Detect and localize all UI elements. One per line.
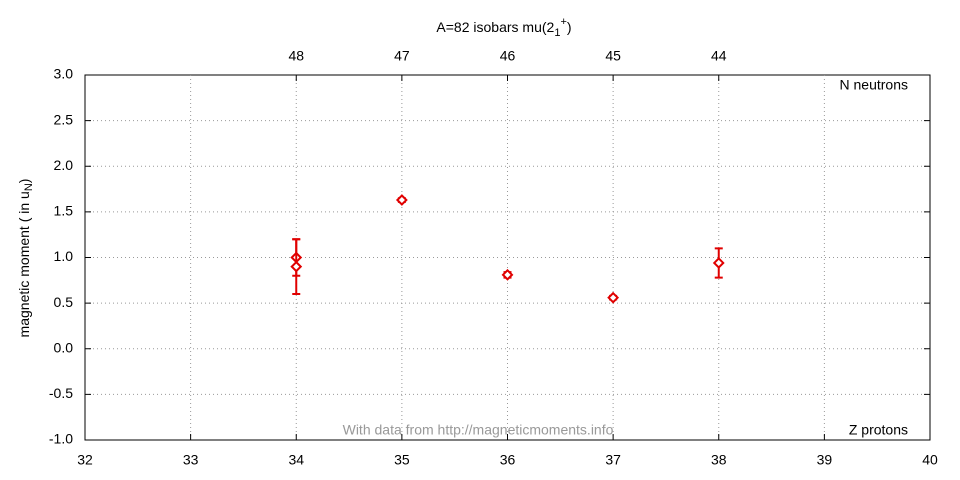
data-point <box>395 194 408 206</box>
y-axis-label: magnetic moment ( in uN) <box>16 179 35 338</box>
title-sup: + <box>560 16 566 28</box>
data-point <box>501 268 514 281</box>
y-tick-label: 0.5 <box>54 294 74 310</box>
y-tick-label: 2.5 <box>54 111 74 127</box>
x2-tick-label: 48 <box>288 48 304 64</box>
x-tick-label: 40 <box>922 452 938 468</box>
data-point <box>290 260 303 273</box>
y-tick-label: 1.5 <box>54 203 74 219</box>
y-tick-label: -1.0 <box>49 431 73 447</box>
x-tick-label: 33 <box>183 452 199 468</box>
x2-tick-label: 44 <box>711 48 727 64</box>
annotation: N neutrons <box>840 77 908 93</box>
y-tick-label: -0.5 <box>49 385 73 401</box>
chart-title: A=82 isobars mu(21+) <box>436 16 571 39</box>
watermark: With data from http://magneticmoments.in… <box>343 422 614 438</box>
y-tick-label: 1.0 <box>54 248 74 264</box>
title-main: A=82 isobars mu(2 <box>436 19 554 35</box>
data-point <box>712 257 725 269</box>
data-point <box>607 291 620 304</box>
x-tick-label: 36 <box>500 452 516 468</box>
x-tick-label: 32 <box>77 452 93 468</box>
plot-frame <box>84 74 931 441</box>
x-tick-label: 39 <box>817 452 833 468</box>
y-tick-label: 2.0 <box>54 157 74 173</box>
ylabel-end: ) <box>16 179 32 184</box>
annotation: Z protons <box>849 422 908 438</box>
x2-tick-label: 45 <box>605 48 621 64</box>
y-tick-label: 3.0 <box>54 66 74 82</box>
x2-tick-label: 46 <box>500 48 516 64</box>
x-tick-label: 34 <box>288 452 304 468</box>
title-end: ) <box>567 19 572 35</box>
y-tick-label: 0.0 <box>54 339 74 355</box>
ylabel-sub: N <box>23 183 35 191</box>
x-tick-label: 37 <box>605 452 621 468</box>
x-tick-label: 38 <box>711 452 727 468</box>
ylabel-main: magnetic moment ( in u <box>16 191 32 337</box>
x-tick-label: 35 <box>394 452 410 468</box>
title-sub: 1 <box>554 27 560 39</box>
x2-tick-label: 47 <box>394 48 410 64</box>
